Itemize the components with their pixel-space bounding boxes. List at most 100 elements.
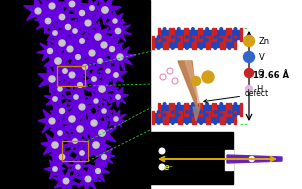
Circle shape [52, 142, 58, 148]
Bar [57, 66, 85, 86]
Circle shape [53, 97, 57, 101]
Polygon shape [58, 103, 85, 134]
Bar [209, 36, 210, 49]
Polygon shape [93, 146, 115, 167]
Circle shape [157, 36, 160, 38]
Circle shape [206, 39, 208, 41]
Polygon shape [70, 30, 94, 51]
Bar [206, 111, 208, 124]
Polygon shape [80, 131, 111, 160]
Circle shape [116, 95, 120, 99]
Polygon shape [44, 88, 66, 110]
Bar [215, 28, 216, 41]
Text: 13.66 Å: 13.66 Å [253, 71, 289, 81]
Circle shape [243, 51, 255, 63]
Bar [202, 105, 212, 114]
Bar [166, 36, 168, 49]
Circle shape [178, 39, 180, 41]
Circle shape [200, 111, 202, 113]
Circle shape [96, 169, 100, 173]
Circle shape [114, 73, 118, 77]
Polygon shape [100, 37, 124, 62]
Circle shape [220, 114, 223, 116]
Bar [172, 103, 174, 116]
Circle shape [214, 111, 217, 113]
Polygon shape [65, 21, 86, 42]
Bar [240, 28, 242, 41]
Polygon shape [86, 91, 107, 112]
Circle shape [206, 28, 208, 30]
Circle shape [77, 126, 83, 132]
Polygon shape [73, 9, 101, 36]
Bar [226, 28, 228, 41]
Bar [150, 132, 233, 184]
Polygon shape [75, 164, 101, 189]
Bar [192, 36, 194, 49]
Circle shape [91, 120, 97, 126]
Bar [230, 105, 240, 114]
Circle shape [186, 122, 188, 124]
Circle shape [220, 39, 223, 41]
Circle shape [95, 34, 101, 40]
Polygon shape [38, 107, 66, 135]
Circle shape [246, 85, 252, 92]
Polygon shape [56, 61, 85, 90]
Polygon shape [106, 43, 136, 72]
Polygon shape [81, 21, 114, 52]
Circle shape [191, 39, 194, 41]
Circle shape [53, 167, 57, 171]
Polygon shape [48, 29, 78, 58]
Circle shape [49, 76, 55, 82]
Circle shape [55, 58, 61, 64]
Circle shape [59, 14, 65, 20]
Bar [194, 111, 196, 124]
Circle shape [99, 130, 105, 136]
Polygon shape [24, 0, 52, 25]
Circle shape [228, 47, 231, 49]
Circle shape [63, 69, 67, 73]
Bar [229, 28, 230, 41]
Circle shape [191, 28, 194, 30]
Polygon shape [193, 107, 200, 121]
Polygon shape [73, 57, 97, 78]
Circle shape [47, 49, 53, 53]
Circle shape [79, 104, 85, 110]
Circle shape [73, 139, 77, 143]
Polygon shape [227, 155, 282, 163]
Bar [223, 111, 225, 124]
Circle shape [186, 36, 188, 38]
Polygon shape [58, 0, 85, 16]
Circle shape [163, 28, 166, 30]
Circle shape [191, 103, 194, 105]
Circle shape [214, 122, 217, 124]
Polygon shape [105, 109, 126, 130]
Circle shape [85, 176, 91, 182]
Bar [168, 38, 178, 47]
Text: e⁻: e⁻ [164, 163, 174, 171]
Circle shape [178, 103, 180, 105]
Bar [198, 103, 200, 116]
Circle shape [206, 114, 208, 116]
Circle shape [245, 68, 253, 77]
Polygon shape [106, 64, 127, 86]
Polygon shape [72, 142, 92, 164]
Polygon shape [105, 10, 125, 31]
Circle shape [73, 29, 77, 33]
Circle shape [234, 103, 237, 105]
Polygon shape [178, 61, 198, 111]
Circle shape [249, 156, 254, 161]
Bar [234, 36, 236, 49]
Bar [230, 30, 240, 39]
Polygon shape [78, 39, 107, 67]
Circle shape [102, 109, 106, 113]
Bar [225, 150, 233, 170]
Bar [212, 28, 214, 41]
Bar [220, 111, 222, 124]
Circle shape [214, 36, 217, 38]
Circle shape [191, 77, 201, 85]
Circle shape [80, 39, 84, 43]
Circle shape [82, 64, 88, 70]
Circle shape [45, 18, 51, 24]
Bar [224, 38, 234, 47]
Circle shape [101, 42, 107, 48]
